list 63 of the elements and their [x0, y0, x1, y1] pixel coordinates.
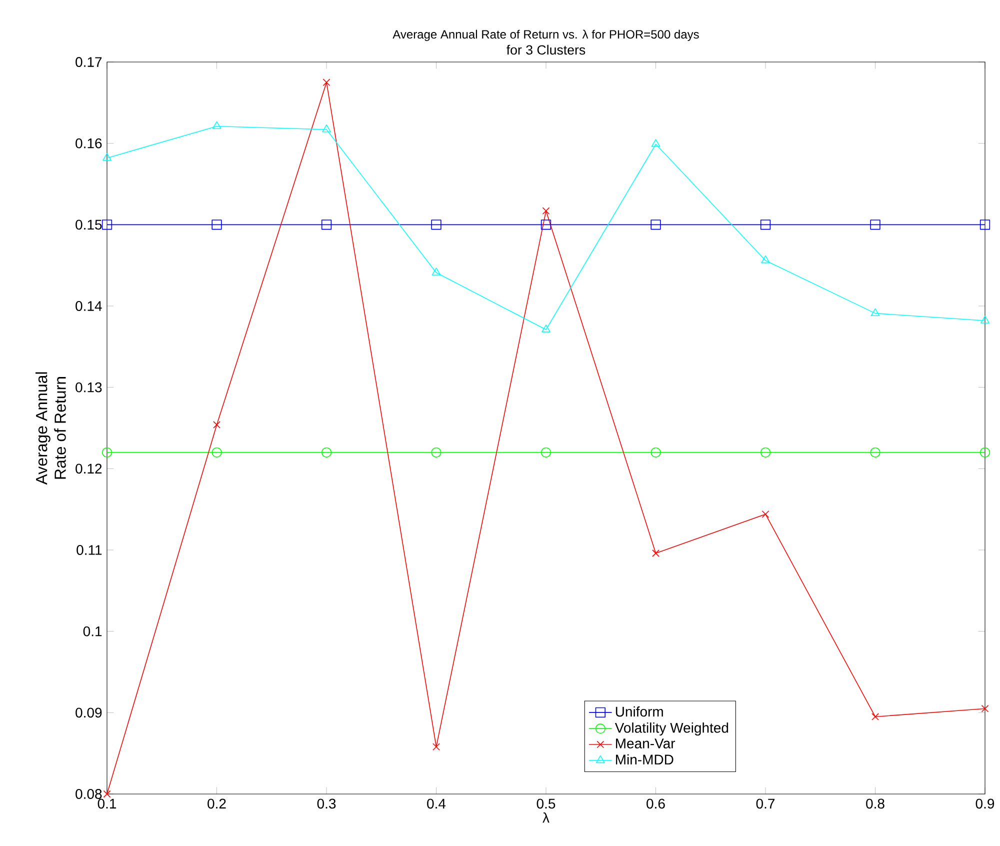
x-axis-title: λ — [542, 812, 550, 823]
y-tick-label: 0.09 — [76, 708, 102, 718]
point — [540, 220, 552, 230]
point — [872, 713, 879, 720]
point — [102, 152, 112, 161]
y-tick-label: 0.15 — [76, 220, 102, 230]
chart-title: Average Annual Rate of Return vs. λ for PHOR=500 days — [392, 30, 699, 41]
y-tick-label: 0.12 — [76, 464, 102, 474]
x-tick-label: 0.3 — [317, 798, 336, 809]
point — [760, 220, 771, 230]
x-tick-label: 0.8 — [866, 798, 884, 809]
x-tick-label: 0.4 — [427, 798, 446, 809]
y-tick-label: 0.1 — [83, 626, 102, 636]
point — [542, 207, 550, 215]
point — [321, 447, 332, 458]
point — [870, 447, 880, 458]
point — [212, 220, 222, 230]
point — [870, 220, 880, 230]
legend-label: Volatility Weighted — [614, 722, 728, 736]
point — [322, 78, 330, 86]
x-tick-label: 0.2 — [208, 798, 226, 809]
x-tick-label: 0.7 — [756, 798, 775, 809]
x-tick-label: 0.9 — [976, 798, 994, 809]
point — [762, 510, 770, 518]
legend-label: Mean-Var — [616, 738, 676, 748]
x-tick-label: 0.1 — [98, 798, 116, 809]
point — [652, 550, 660, 557]
point — [102, 220, 112, 230]
point — [321, 220, 332, 230]
point — [540, 447, 552, 458]
point — [870, 308, 880, 316]
chart-subtitle: for 3 Clusters — [506, 44, 586, 55]
y-tick-label: 0.14 — [76, 301, 102, 311]
legend-label: Uniform — [616, 706, 663, 717]
y-tick-label: 0.11 — [76, 545, 102, 555]
point — [102, 447, 112, 458]
y-tick-label: 0.13 — [76, 382, 102, 392]
legend-label: Min-MDD — [616, 754, 674, 764]
y-axis-title: Average Annual Rate of Return — [35, 372, 66, 485]
point — [431, 220, 442, 230]
y-tick-label: 0.16 — [76, 138, 102, 148]
point — [432, 268, 441, 276]
point — [212, 447, 222, 458]
point — [650, 220, 661, 230]
point — [432, 743, 440, 751]
point — [650, 447, 661, 458]
point — [980, 220, 990, 230]
point — [212, 121, 222, 129]
point — [103, 790, 111, 798]
point — [213, 421, 220, 428]
point — [760, 447, 771, 458]
x-tick-label: 0.5 — [536, 798, 556, 809]
point — [651, 139, 660, 147]
point — [542, 324, 550, 332]
point — [981, 704, 989, 712]
point — [322, 124, 331, 132]
y-tick-label: 0.08 — [76, 789, 102, 799]
x-tick-label: 0.6 — [646, 798, 665, 809]
point — [431, 447, 442, 458]
y-tick-label: 0.17 — [76, 57, 102, 67]
point — [980, 447, 990, 458]
point — [980, 316, 990, 324]
point — [761, 255, 770, 264]
